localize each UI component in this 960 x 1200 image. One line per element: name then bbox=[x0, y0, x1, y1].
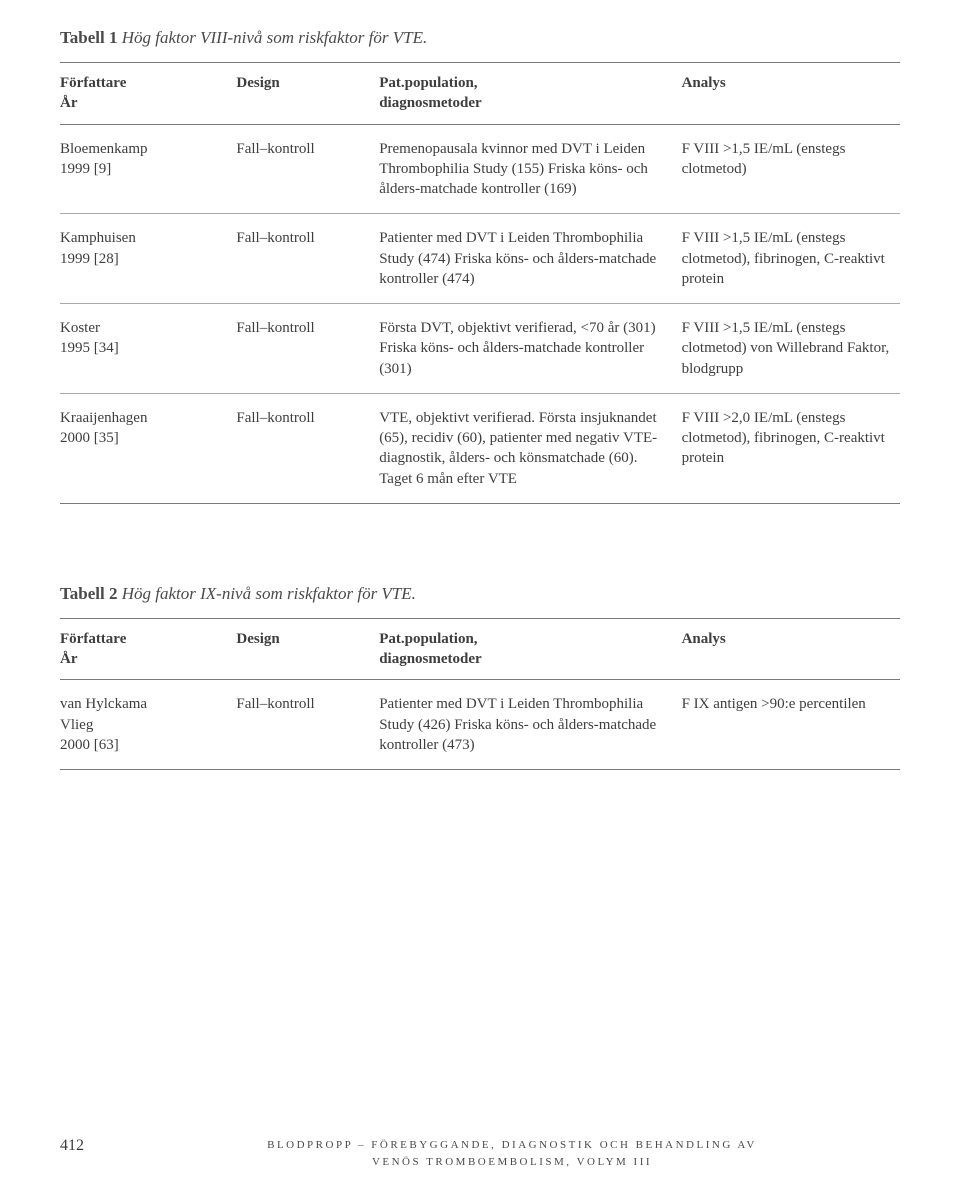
table2-title: Tabell 2 Hög faktor IX-nivå som riskfakt… bbox=[60, 584, 900, 604]
table2-title-ital: Hög faktor IX-nivå som riskfaktor för VT… bbox=[122, 584, 416, 603]
header-analysis: Analys bbox=[682, 63, 900, 124]
table2-body: van HylckamaVlieg2000 [63]Fall–kontrollP… bbox=[60, 680, 900, 770]
header-author: FörfattareÅr bbox=[60, 619, 236, 680]
header-author: FörfattareÅr bbox=[60, 63, 236, 124]
table1: FörfattareÅr Design Pat.population,diagn… bbox=[60, 63, 900, 124]
cell-design: Fall–kontroll bbox=[236, 125, 379, 214]
divider bbox=[60, 769, 900, 770]
cell-analysis: F VIII >2,0 IE/mL (enstegs clotmetod), f… bbox=[682, 394, 900, 503]
header-analysis: Analys bbox=[682, 619, 900, 680]
cell-analysis: F IX antigen >90:e percentilen bbox=[682, 680, 900, 769]
footer-line1: BLODPROPP – FÖREBYGGANDE, DIAGNOSTIK OCH… bbox=[267, 1139, 757, 1151]
cell-analysis: F VIII >1,5 IE/mL (enstegs clotmetod) bbox=[682, 125, 900, 214]
table-row: Bloemenkamp1999 [9]Fall–kontrollPremenop… bbox=[60, 125, 900, 214]
cell-analysis: F VIII >1,5 IE/mL (enstegs clotmetod), f… bbox=[682, 214, 900, 303]
table1-header-row: FörfattareÅr Design Pat.population,diagn… bbox=[60, 63, 900, 124]
table1-title-bold: Tabell 1 bbox=[60, 28, 117, 47]
cell-population: Patienter med DVT i Leiden Thrombophilia… bbox=[379, 214, 681, 303]
footer-text: BLODPROPP – FÖREBYGGANDE, DIAGNOSTIK OCH… bbox=[124, 1137, 900, 1170]
table2-header-row: FörfattareÅr Design Pat.population,diagn… bbox=[60, 619, 900, 680]
spacer bbox=[60, 504, 900, 584]
cell-design: Fall–kontroll bbox=[236, 304, 379, 393]
cell-author: van HylckamaVlieg2000 [63] bbox=[60, 680, 236, 769]
page-number: 412 bbox=[60, 1137, 84, 1155]
table-row: van HylckamaVlieg2000 [63]Fall–kontrollP… bbox=[60, 680, 900, 769]
table-row: Kraaijenhagen2000 [35]Fall–kontrollVTE, … bbox=[60, 394, 900, 503]
cell-author: Koster1995 [34] bbox=[60, 304, 236, 393]
cell-author: Kraaijenhagen2000 [35] bbox=[60, 394, 236, 503]
page-footer: 412 BLODPROPP – FÖREBYGGANDE, DIAGNOSTIK… bbox=[60, 1137, 900, 1170]
table1-title: Tabell 1 Hög faktor VIII-nivå som riskfa… bbox=[60, 28, 900, 48]
header-design: Design bbox=[236, 619, 379, 680]
cell-design: Fall–kontroll bbox=[236, 214, 379, 303]
cell-population: Första DVT, objektivt verifierad, <70 år… bbox=[379, 304, 681, 393]
page-container: Tabell 1 Hög faktor VIII-nivå som riskfa… bbox=[0, 0, 960, 1200]
cell-population: Premenopausala kvinnor med DVT i Leiden … bbox=[379, 125, 681, 214]
table1-body: Bloemenkamp1999 [9]Fall–kontrollPremenop… bbox=[60, 125, 900, 504]
header-population: Pat.population,diagnosmetoder bbox=[379, 63, 681, 124]
table2: FörfattareÅr Design Pat.population,diagn… bbox=[60, 619, 900, 680]
row-divider bbox=[60, 769, 900, 770]
table-row: Koster1995 [34]Fall–kontrollFörsta DVT, … bbox=[60, 304, 900, 393]
table-row: Kamphuisen1999 [28]Fall–kontrollPatiente… bbox=[60, 214, 900, 303]
header-population: Pat.population,diagnosmetoder bbox=[379, 619, 681, 680]
table2-title-bold: Tabell 2 bbox=[60, 584, 117, 603]
table1-title-ital: Hög faktor VIII-nivå som riskfaktor för … bbox=[122, 28, 428, 47]
cell-population: Patienter med DVT i Leiden Thrombophilia… bbox=[379, 680, 681, 769]
cell-analysis: F VIII >1,5 IE/mL (enstegs clotmetod) vo… bbox=[682, 304, 900, 393]
cell-design: Fall–kontroll bbox=[236, 680, 379, 769]
footer-line2: VENÖS TROMBOEMBOLISM, VOLYM III bbox=[372, 1156, 652, 1168]
cell-design: Fall–kontroll bbox=[236, 394, 379, 503]
cell-author: Bloemenkamp1999 [9] bbox=[60, 125, 236, 214]
cell-population: VTE, objektivt verifierad. Första insjuk… bbox=[379, 394, 681, 503]
cell-author: Kamphuisen1999 [28] bbox=[60, 214, 236, 303]
header-design: Design bbox=[236, 63, 379, 124]
